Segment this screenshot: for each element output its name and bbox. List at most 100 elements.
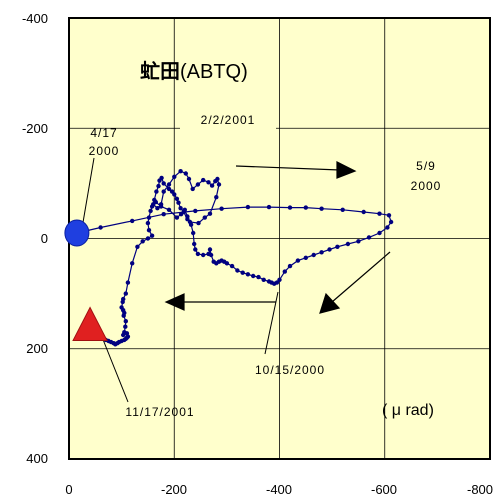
data-point (235, 268, 240, 273)
annotation-oct: 10/15/2000 (255, 363, 325, 377)
data-point (319, 206, 324, 211)
data-point (166, 207, 172, 212)
data-point (261, 277, 266, 282)
data-point (140, 239, 145, 244)
event-markers (64, 219, 108, 341)
y-tick-labels: -400 -200 0 200 400 (22, 11, 48, 466)
data-point (377, 230, 382, 236)
data-point (178, 169, 183, 174)
data-point (195, 182, 201, 187)
data-point (386, 213, 392, 218)
data-point (172, 174, 177, 179)
annotation-max-line2: 2000 (411, 179, 442, 193)
x-tick-label: -800 (467, 482, 493, 497)
arrow-down-left (319, 251, 391, 314)
data-point (193, 208, 198, 214)
chart-title-bold: 虻田 (140, 60, 180, 83)
data-point (295, 258, 301, 263)
data-point (311, 252, 316, 258)
data-point (98, 225, 103, 230)
data-point (135, 244, 140, 249)
leader-end (99, 331, 129, 403)
data-point (124, 331, 130, 336)
annotation-max-line1: 5/9 (416, 159, 436, 173)
chart-title-plain: (ABTQ) (180, 61, 248, 83)
data-point (245, 272, 251, 277)
x-tick-label: -600 (371, 482, 397, 497)
data-point (377, 211, 382, 216)
date-annotations: 4/17 2000 2/2/2001 5/9 2000 10/15/2000 1… (89, 108, 442, 419)
chart-title: 虻田(ABTQ) (140, 60, 248, 83)
grid-lines (69, 18, 490, 459)
data-point (266, 279, 272, 284)
data-point (187, 219, 193, 225)
annotation-start-line2: 2000 (89, 144, 120, 158)
data-point (185, 214, 190, 219)
data-point (256, 274, 261, 280)
data-point (182, 207, 187, 212)
data-point (161, 189, 166, 194)
data-point (206, 180, 211, 185)
data-point (361, 209, 366, 215)
data-point (266, 204, 272, 210)
data-point (130, 261, 135, 266)
data-point (195, 251, 201, 257)
start-marker (64, 219, 90, 247)
data-point (183, 171, 188, 176)
data-point (245, 204, 251, 210)
data-point (190, 186, 195, 192)
data-point (340, 207, 345, 212)
data-point (145, 220, 151, 226)
data-point (121, 313, 126, 318)
x-tick-label: -400 (266, 482, 292, 497)
data-point (240, 270, 245, 275)
ann-2001-bg (180, 108, 276, 130)
data-point (251, 273, 256, 279)
data-point (282, 269, 287, 274)
y-tick-label: 0 (41, 231, 48, 246)
data-point (207, 247, 213, 252)
data-point (211, 259, 216, 264)
data-point (145, 236, 151, 241)
data-point (123, 319, 128, 324)
data-point (327, 247, 332, 252)
data-point (178, 206, 183, 211)
data-point (146, 215, 152, 220)
y-tick-label: 400 (26, 451, 48, 466)
data-point (287, 205, 293, 210)
data-point (123, 324, 128, 329)
data-point (155, 206, 160, 211)
end-marker (72, 306, 108, 341)
y-tick-label: 200 (26, 341, 48, 356)
data-point (154, 189, 159, 194)
data-point (146, 228, 152, 233)
data-point (186, 176, 192, 182)
data-point (287, 263, 293, 269)
data-point (303, 205, 308, 210)
data-point (130, 218, 135, 224)
x-tick-label: 0 (65, 482, 72, 497)
data-point (219, 206, 224, 211)
data-point (176, 200, 181, 205)
data-point (166, 182, 172, 187)
data-point (125, 280, 131, 285)
annotation-end: 11/17/2001 (125, 405, 194, 419)
data-point (174, 215, 180, 220)
direction-arrows (164, 161, 391, 314)
data-point (216, 182, 222, 187)
y-tick-label: -200 (22, 121, 48, 136)
data-point (209, 183, 215, 188)
data-point (366, 235, 372, 240)
data-point (192, 241, 197, 247)
y-tick-label: -400 (22, 11, 48, 26)
data-point (149, 233, 155, 238)
data-point (157, 178, 162, 183)
data-point (215, 176, 220, 182)
x-tick-labels: 0 -200 -400 -600 -800 (65, 482, 493, 497)
data-point (201, 177, 206, 183)
data-point (277, 277, 282, 282)
data-point (148, 208, 153, 214)
leader-oct (264, 291, 279, 355)
data-point (319, 250, 324, 255)
